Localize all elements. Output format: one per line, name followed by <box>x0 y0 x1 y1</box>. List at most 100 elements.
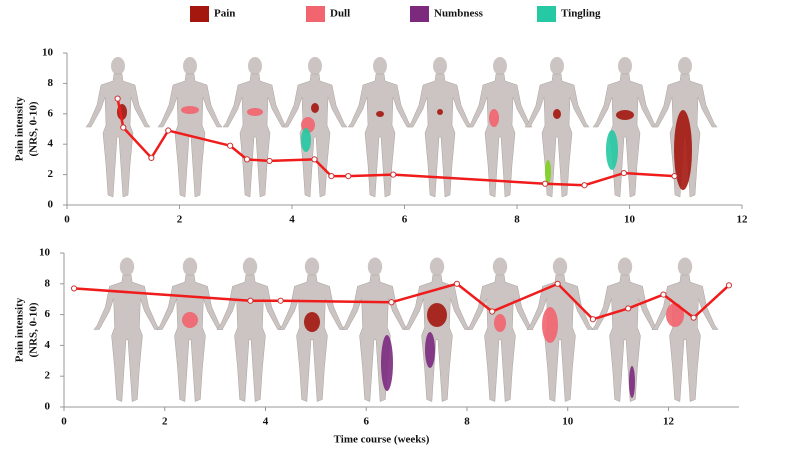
legend-label: Pain <box>214 8 235 20</box>
symptom-area <box>181 106 199 114</box>
data-point <box>625 305 632 312</box>
y-axis-label: (NRS, 0-10) <box>28 101 40 156</box>
x-tick-label: 12 <box>663 416 675 428</box>
legend-swatch <box>306 6 325 22</box>
data-point <box>388 299 395 306</box>
y-axis-label: Pain intensity <box>14 96 26 161</box>
data-point <box>165 127 172 134</box>
body-figure <box>403 257 471 402</box>
legend-label: Dull <box>330 8 350 20</box>
symptom-area <box>437 109 443 115</box>
data-point <box>489 308 496 315</box>
data-point <box>660 291 667 298</box>
symptom-area <box>553 109 561 119</box>
y-tick-label: 8 <box>45 277 51 289</box>
legend-swatch <box>537 6 556 22</box>
y-axis-label: (NRS, 0-10) <box>28 302 40 357</box>
legend-swatch <box>190 6 209 22</box>
x-tick-label: 10 <box>562 416 574 428</box>
y-tick-label: 4 <box>45 339 51 351</box>
data-point <box>227 142 234 149</box>
x-tick-label: 0 <box>61 416 67 428</box>
data-point <box>120 124 127 131</box>
data-point <box>690 314 697 321</box>
body-figure <box>156 257 224 402</box>
symptom-area <box>427 303 447 327</box>
body-figure <box>85 56 151 198</box>
symptom-area <box>301 128 311 152</box>
data-point <box>114 95 121 102</box>
body-figures <box>85 56 719 402</box>
body-figure <box>526 257 594 402</box>
x-axis-label: Time course (weeks) <box>334 434 430 446</box>
symptom-area <box>666 303 684 327</box>
data-point <box>243 156 251 163</box>
body-figure <box>592 56 658 198</box>
data-point <box>620 169 627 177</box>
data-line <box>73 282 730 321</box>
y-tick-label: 2 <box>45 370 51 382</box>
data-point <box>70 285 78 292</box>
data-point <box>277 297 284 304</box>
data-point <box>148 154 155 161</box>
data-point <box>589 316 597 323</box>
x-tick-label: 12 <box>737 214 749 226</box>
x-tick-label: 8 <box>464 416 470 428</box>
symptom-area <box>616 110 634 120</box>
data-point <box>311 156 318 163</box>
symptom-area <box>674 110 692 190</box>
data-point <box>671 173 678 180</box>
data-point <box>581 182 588 189</box>
symptom-area <box>376 111 384 117</box>
data-point <box>390 171 397 178</box>
symptom-area <box>545 160 551 184</box>
y-tick-label: 10 <box>39 247 51 259</box>
body-figure <box>341 257 409 402</box>
legend-label: Tingling <box>561 8 601 20</box>
x-tick-label: 6 <box>402 214 408 226</box>
body-figure <box>93 257 161 402</box>
symptom-area <box>311 103 319 113</box>
y-tick-label: 0 <box>45 401 51 413</box>
y-tick-label: 8 <box>48 77 54 89</box>
data-point <box>453 280 461 287</box>
symptom-area <box>304 312 320 332</box>
symptom-area <box>489 109 499 127</box>
x-tick-label: 10 <box>624 214 636 226</box>
data-point <box>554 280 561 287</box>
symptom-area <box>247 108 263 116</box>
y-tick-label: 6 <box>45 308 51 320</box>
y-tick-label: 0 <box>48 199 54 211</box>
x-tick-label: 0 <box>64 214 70 226</box>
symptom-area <box>629 366 635 398</box>
data-point <box>725 282 733 289</box>
x-tick-label: 2 <box>162 416 168 428</box>
data-point <box>345 173 352 180</box>
body-figure <box>591 257 659 402</box>
y-tick-label: 6 <box>48 107 54 119</box>
body-figure <box>524 56 590 198</box>
body-figure <box>467 56 533 198</box>
data-point <box>542 180 549 187</box>
x-tick-label: 6 <box>363 416 369 428</box>
symptom-area <box>542 307 558 343</box>
x-tick-label: 4 <box>289 214 295 226</box>
x-tick-label: 2 <box>177 214 183 226</box>
symptom-area <box>606 130 618 170</box>
body-figure <box>651 257 719 402</box>
x-tick-label: 8 <box>514 214 520 226</box>
legend-label: Numbness <box>434 8 484 20</box>
symptom-area <box>425 332 435 368</box>
data-point <box>266 157 273 165</box>
x-tick-label: 4 <box>263 416 269 428</box>
legend: Pain Dull Numbness Tingling <box>190 6 601 22</box>
y-tick-label: 4 <box>48 138 54 150</box>
symptom-area <box>182 312 198 328</box>
legend-swatch <box>410 6 429 22</box>
data-point <box>328 173 335 180</box>
body-figure <box>222 56 288 198</box>
body-figure <box>216 257 284 402</box>
y-tick-label: 2 <box>48 168 54 180</box>
y-tick-label: 10 <box>42 47 54 59</box>
